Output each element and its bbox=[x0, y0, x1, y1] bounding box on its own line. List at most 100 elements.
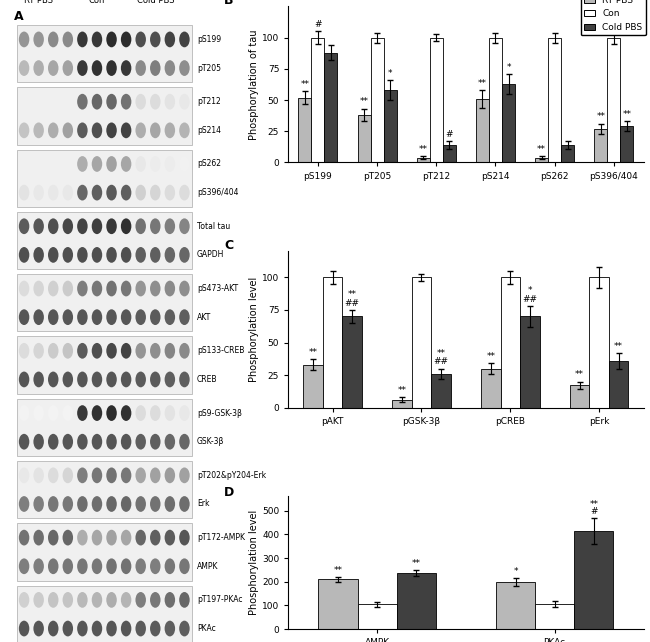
Ellipse shape bbox=[179, 156, 190, 172]
Ellipse shape bbox=[164, 405, 175, 421]
Ellipse shape bbox=[121, 592, 131, 608]
Text: **: ** bbox=[478, 79, 487, 88]
Ellipse shape bbox=[19, 405, 29, 421]
Ellipse shape bbox=[77, 94, 88, 110]
Ellipse shape bbox=[48, 496, 58, 512]
Ellipse shape bbox=[77, 218, 88, 234]
Ellipse shape bbox=[164, 218, 175, 234]
Text: C: C bbox=[224, 239, 233, 252]
Ellipse shape bbox=[77, 592, 88, 608]
Bar bbox=[443, 145, 456, 162]
Text: pS9-GSK-3β: pS9-GSK-3β bbox=[197, 408, 242, 417]
Ellipse shape bbox=[121, 94, 131, 110]
Bar bbox=[17, 150, 192, 207]
Ellipse shape bbox=[92, 530, 102, 546]
Text: pT172-AMPK: pT172-AMPK bbox=[197, 533, 245, 542]
Ellipse shape bbox=[121, 123, 131, 138]
Ellipse shape bbox=[107, 405, 117, 421]
Ellipse shape bbox=[33, 343, 44, 359]
Ellipse shape bbox=[135, 621, 146, 636]
Bar bbox=[311, 38, 324, 162]
Text: **: ** bbox=[300, 80, 309, 89]
Ellipse shape bbox=[164, 94, 175, 110]
Ellipse shape bbox=[77, 405, 88, 421]
Ellipse shape bbox=[107, 218, 117, 234]
Ellipse shape bbox=[33, 218, 44, 234]
Ellipse shape bbox=[77, 281, 88, 297]
Ellipse shape bbox=[135, 94, 146, 110]
Ellipse shape bbox=[107, 530, 117, 546]
Bar bbox=[620, 126, 634, 162]
Ellipse shape bbox=[62, 185, 73, 200]
Text: ##: ## bbox=[434, 357, 448, 366]
Ellipse shape bbox=[92, 372, 102, 387]
Text: Total tau: Total tau bbox=[197, 221, 230, 230]
Ellipse shape bbox=[164, 434, 175, 449]
Bar bbox=[607, 38, 620, 162]
Ellipse shape bbox=[62, 372, 73, 387]
Ellipse shape bbox=[150, 343, 161, 359]
Ellipse shape bbox=[135, 372, 146, 387]
Ellipse shape bbox=[62, 218, 73, 234]
Ellipse shape bbox=[48, 218, 58, 234]
Ellipse shape bbox=[107, 309, 117, 325]
Ellipse shape bbox=[77, 156, 88, 172]
Ellipse shape bbox=[33, 60, 44, 76]
Ellipse shape bbox=[164, 123, 175, 138]
Ellipse shape bbox=[107, 592, 117, 608]
Bar bbox=[370, 38, 383, 162]
Text: **: ** bbox=[575, 370, 584, 379]
Ellipse shape bbox=[77, 434, 88, 449]
Bar bbox=[481, 369, 500, 408]
Ellipse shape bbox=[33, 592, 44, 608]
Bar bbox=[17, 274, 192, 331]
Ellipse shape bbox=[150, 185, 161, 200]
Ellipse shape bbox=[135, 496, 146, 512]
Bar bbox=[417, 157, 430, 162]
Ellipse shape bbox=[150, 621, 161, 636]
Ellipse shape bbox=[121, 467, 131, 483]
Ellipse shape bbox=[164, 343, 175, 359]
Ellipse shape bbox=[92, 281, 102, 297]
Text: **: ** bbox=[359, 98, 369, 107]
Ellipse shape bbox=[19, 309, 29, 325]
Ellipse shape bbox=[107, 343, 117, 359]
Ellipse shape bbox=[179, 434, 190, 449]
Ellipse shape bbox=[77, 247, 88, 263]
Ellipse shape bbox=[19, 530, 29, 546]
Ellipse shape bbox=[121, 247, 131, 263]
Ellipse shape bbox=[107, 94, 117, 110]
Text: Con: Con bbox=[89, 0, 105, 5]
Bar bbox=[535, 604, 574, 629]
Text: pS214: pS214 bbox=[197, 126, 221, 135]
Ellipse shape bbox=[19, 372, 29, 387]
Ellipse shape bbox=[107, 496, 117, 512]
Ellipse shape bbox=[164, 185, 175, 200]
Ellipse shape bbox=[92, 559, 102, 574]
Ellipse shape bbox=[179, 592, 190, 608]
Bar bbox=[358, 115, 370, 162]
Ellipse shape bbox=[107, 559, 117, 574]
Ellipse shape bbox=[164, 496, 175, 512]
Ellipse shape bbox=[77, 60, 88, 76]
Text: **: ** bbox=[397, 386, 406, 395]
Ellipse shape bbox=[62, 60, 73, 76]
Ellipse shape bbox=[150, 496, 161, 512]
Ellipse shape bbox=[179, 185, 190, 200]
Ellipse shape bbox=[135, 434, 146, 449]
Bar bbox=[298, 98, 311, 162]
Ellipse shape bbox=[121, 434, 131, 449]
Bar bbox=[17, 461, 192, 518]
Ellipse shape bbox=[62, 434, 73, 449]
Bar bbox=[304, 365, 323, 408]
Ellipse shape bbox=[179, 621, 190, 636]
Ellipse shape bbox=[92, 621, 102, 636]
Ellipse shape bbox=[19, 559, 29, 574]
Ellipse shape bbox=[92, 247, 102, 263]
Text: pS473-AKT: pS473-AKT bbox=[197, 284, 238, 293]
Text: AMPK: AMPK bbox=[197, 562, 218, 571]
Ellipse shape bbox=[121, 218, 131, 234]
Text: **: ** bbox=[333, 566, 343, 575]
Ellipse shape bbox=[135, 467, 146, 483]
Text: pS396/404: pS396/404 bbox=[197, 188, 239, 197]
